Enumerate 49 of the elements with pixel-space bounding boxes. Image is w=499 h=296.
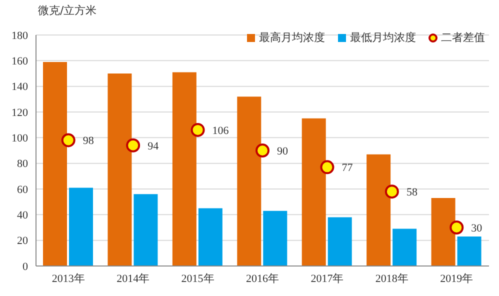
x-tick-label: 2018年: [375, 272, 408, 285]
data-label: 77: [342, 162, 354, 174]
bar: [263, 210, 288, 266]
data-label: 58: [406, 186, 418, 198]
x-tick-label: 2015年: [181, 272, 214, 285]
point: [320, 160, 334, 174]
x-tick-label: 2013年: [52, 272, 85, 285]
data-label: 98: [82, 135, 94, 148]
point: [450, 220, 464, 234]
bar: [134, 194, 158, 266]
point: [384, 184, 399, 199]
y-tick-label: 180: [12, 30, 28, 42]
y-tick-label: 60: [17, 184, 28, 196]
x-tick-label: 2017年: [310, 272, 344, 285]
bar: [431, 198, 456, 266]
data-label: 94: [148, 140, 160, 152]
point: [61, 133, 76, 148]
bar: [43, 62, 67, 266]
bar: [366, 154, 391, 266]
bar: [392, 228, 417, 266]
y-tick-label: 120: [12, 106, 28, 119]
legend-label: 最低月均浓度: [350, 30, 416, 45]
data-label: 30: [471, 222, 483, 234]
bar: [108, 74, 132, 266]
x-tick-label: 2016年: [246, 272, 279, 285]
data-label: 106: [212, 124, 230, 137]
data-label: 90: [277, 145, 289, 158]
x-tick-label: 2014年: [116, 272, 150, 285]
bar: [172, 72, 196, 266]
y-tick-label: 40: [17, 210, 28, 222]
point: [126, 138, 140, 152]
point: [190, 122, 205, 137]
y-tick-label: 80: [17, 158, 28, 170]
bar: [302, 118, 326, 266]
y-tick-label: 0: [22, 260, 28, 273]
point: [256, 144, 270, 158]
bar: [237, 96, 262, 266]
bar: [69, 188, 93, 266]
legend-label: 最高月均浓度: [259, 30, 325, 45]
bar: [198, 208, 222, 266]
y-tick-label: 160: [12, 56, 28, 68]
bar: [457, 236, 482, 266]
legend-label: 二者差值: [441, 30, 485, 45]
y-axis-title: 微克/立方米: [38, 3, 97, 18]
x-tick-label: 2019年: [440, 272, 474, 285]
y-tick-label: 140: [12, 81, 28, 94]
bar: [328, 217, 352, 266]
y-tick-label: 20: [17, 235, 28, 248]
y-tick-label: 100: [12, 132, 28, 145]
